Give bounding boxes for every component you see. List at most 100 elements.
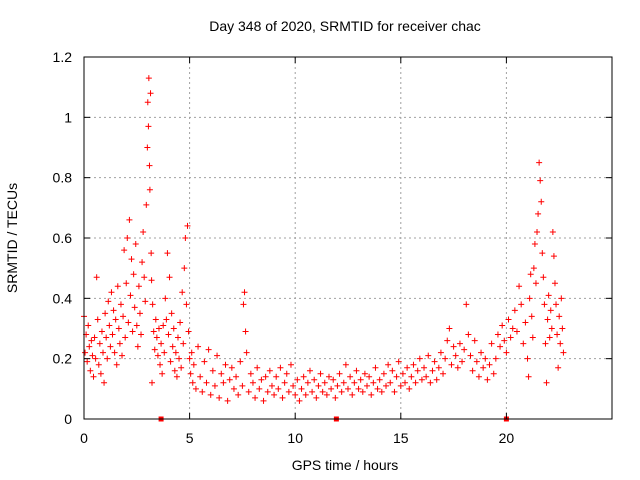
data-point (138, 331, 145, 338)
data-point (226, 376, 233, 383)
data-point (560, 349, 567, 356)
data-point (237, 358, 244, 365)
data-point (92, 355, 99, 362)
data-point (505, 316, 512, 323)
data-point (342, 361, 349, 368)
data-point (85, 322, 92, 329)
data-point (158, 340, 165, 347)
data-point (372, 364, 379, 371)
data-point (454, 364, 461, 371)
data-point (95, 361, 102, 368)
data-point (555, 364, 562, 371)
data-point (195, 343, 202, 350)
data-point (524, 355, 531, 362)
data-point (461, 346, 468, 353)
data-point (167, 358, 174, 365)
data-point (262, 373, 269, 380)
data-point (389, 367, 396, 374)
data-point (556, 313, 563, 320)
data-point (484, 376, 491, 383)
data-point (189, 379, 196, 386)
x-tick-label: 0 (80, 430, 88, 446)
data-point (188, 349, 195, 356)
data-point (134, 343, 141, 350)
data-point (361, 370, 368, 377)
data-point (268, 382, 275, 389)
data-point (86, 343, 93, 350)
data-point (349, 391, 356, 398)
data-point (114, 283, 121, 290)
data-point (302, 391, 309, 398)
data-point (548, 325, 555, 332)
data-point (539, 250, 546, 257)
data-point (486, 361, 493, 368)
data-point (391, 388, 398, 395)
data-point (151, 346, 158, 353)
data-point (467, 352, 474, 359)
data-point (130, 271, 137, 278)
data-point (173, 373, 180, 380)
data-point (228, 364, 235, 371)
data-point (222, 361, 229, 368)
data-point (526, 295, 533, 302)
data-point (243, 349, 250, 356)
data-point (528, 313, 535, 320)
data-point (123, 280, 130, 287)
data-point (444, 337, 451, 344)
data-point (559, 325, 566, 332)
data-point (144, 99, 151, 106)
data-point (425, 352, 432, 359)
data-point (180, 340, 187, 347)
scatter-points (81, 75, 567, 422)
data-point (119, 352, 126, 359)
data-point (186, 355, 193, 362)
data-point (380, 370, 387, 377)
data-point (179, 289, 186, 296)
data-point (334, 382, 341, 389)
data-point (126, 216, 133, 223)
data-point (459, 358, 466, 365)
data-point (408, 373, 415, 380)
grid (84, 57, 612, 419)
data-point (146, 186, 153, 193)
data-point (153, 334, 160, 341)
data-point (182, 235, 189, 241)
data-point (281, 379, 288, 386)
data-point (374, 385, 381, 392)
x-tick-label: 20 (499, 430, 515, 446)
chart-title: Day 348 of 2020, SRMTID for receiver cha… (209, 18, 481, 34)
data-point (357, 376, 364, 383)
data-point (546, 334, 553, 341)
data-point (183, 301, 190, 308)
data-point (205, 346, 212, 353)
data-point (177, 319, 184, 326)
data-point (531, 241, 538, 248)
data-point (113, 361, 120, 368)
data-point (110, 307, 117, 314)
data-point (146, 162, 153, 169)
data-point (387, 379, 394, 386)
data-point (306, 367, 313, 374)
data-point (185, 328, 192, 335)
data-point (209, 367, 216, 374)
data-point (412, 379, 419, 386)
data-point (247, 370, 254, 377)
data-point (143, 201, 150, 208)
x-tick-label: 5 (186, 430, 194, 446)
data-point (87, 367, 94, 374)
data-point (395, 358, 402, 365)
data-point (240, 301, 247, 308)
data-point (465, 331, 472, 338)
data-point (162, 295, 169, 302)
data-point (97, 370, 104, 377)
data-point (319, 388, 326, 395)
data-point (469, 367, 476, 374)
data-point (96, 340, 103, 347)
data-point (520, 340, 527, 347)
data-point (437, 349, 444, 356)
data-point (104, 355, 111, 362)
data-point (214, 352, 221, 359)
data-point (406, 385, 413, 392)
data-point (266, 367, 273, 374)
